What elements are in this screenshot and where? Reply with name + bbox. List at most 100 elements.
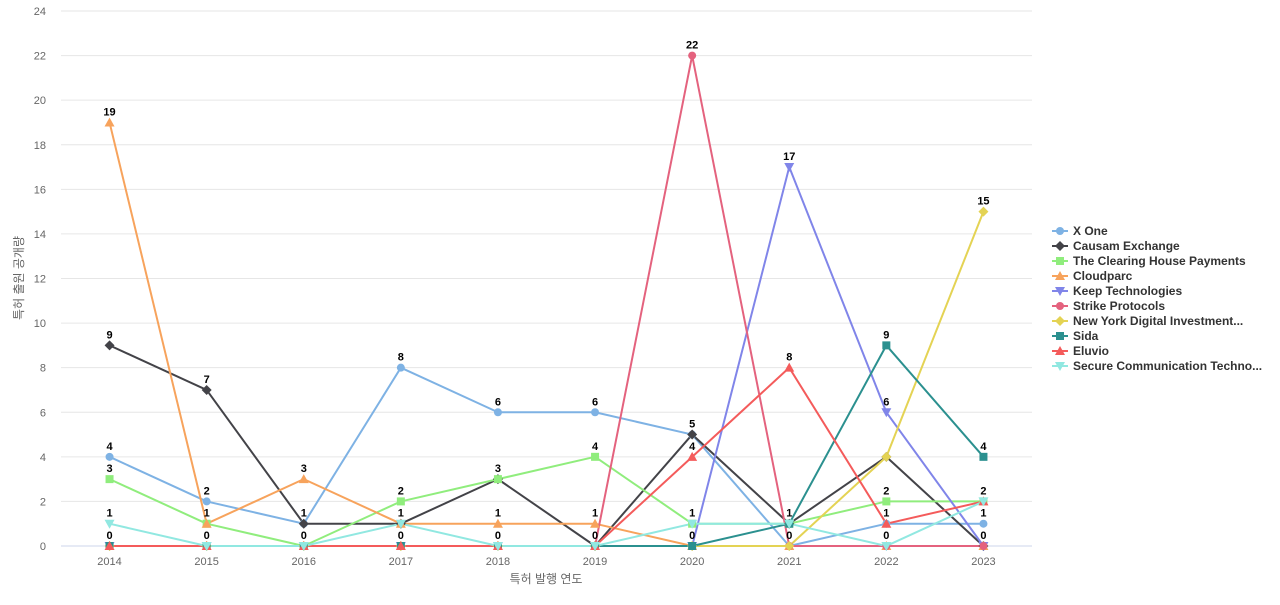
data-point <box>104 340 115 351</box>
legend-item[interactable]: The Clearing House Payments <box>1052 254 1246 268</box>
legend-label: Strike Protocols <box>1073 299 1165 313</box>
data-label: 2 <box>398 485 404 497</box>
x-tick-label: 2017 <box>389 556 413 568</box>
data-label: 9 <box>106 329 112 341</box>
legend-label: Eluvio <box>1073 344 1109 358</box>
data-point <box>978 497 989 507</box>
data-point <box>687 519 698 529</box>
data-point <box>105 452 114 461</box>
data-label: 22 <box>686 40 698 52</box>
data-point <box>979 542 988 550</box>
data-point <box>395 541 406 550</box>
legend-item[interactable]: Secure Communication Techno... <box>1052 359 1262 373</box>
data-point <box>978 206 989 217</box>
data-point <box>590 542 601 551</box>
data-point <box>395 519 406 529</box>
y-axis-title: 특허 출원 공개량 <box>12 236 26 320</box>
data-label: 1 <box>495 508 501 520</box>
x-tick-label: 2023 <box>971 556 995 568</box>
data-point <box>687 451 698 461</box>
data-point <box>784 163 795 173</box>
data-label: 5 <box>689 419 695 431</box>
legend-marker <box>1056 257 1064 265</box>
series-line <box>108 455 985 547</box>
data-label: 1 <box>106 508 112 520</box>
data-label: 1 <box>398 508 404 520</box>
data-point <box>201 518 212 528</box>
data-point <box>298 474 309 484</box>
legend-item[interactable]: Keep Technologies <box>1052 284 1182 298</box>
data-label: 7 <box>204 374 210 386</box>
legend-marker <box>1055 316 1065 326</box>
y-tick-label: 0 <box>40 541 46 553</box>
data-point <box>105 475 114 484</box>
data-point <box>979 519 988 528</box>
data-label: 4 <box>980 441 987 453</box>
data-point <box>492 518 503 528</box>
legend-label: Sida <box>1073 329 1099 343</box>
legend-item[interactable]: Eluvio <box>1052 344 1109 358</box>
series-markers <box>104 51 989 551</box>
data-label: 1 <box>883 508 889 520</box>
data-label: 1 <box>786 508 792 520</box>
data-point <box>396 497 405 506</box>
data-point <box>784 519 795 529</box>
data-label: 3 <box>106 463 112 475</box>
grid-lines <box>61 10 1032 547</box>
legend-label: Keep Technologies <box>1073 284 1182 298</box>
data-point <box>688 51 697 60</box>
data-point <box>688 542 697 550</box>
legend-marker <box>1055 346 1065 355</box>
y-tick-label: 12 <box>34 274 46 286</box>
data-label: 1 <box>204 508 210 520</box>
legend-label: Secure Communication Techno... <box>1073 359 1262 373</box>
data-point <box>201 542 212 551</box>
data-label: 2 <box>883 485 889 497</box>
x-tick-label: 2022 <box>874 556 898 568</box>
data-label: 0 <box>106 530 112 542</box>
data-label: 0 <box>398 530 404 542</box>
legend-item[interactable]: Causam Exchange <box>1052 239 1180 253</box>
data-label: 19 <box>103 106 115 118</box>
data-label: 1 <box>592 508 598 520</box>
data-label: 1 <box>301 508 307 520</box>
data-label: 4 <box>592 441 599 453</box>
data-label: 0 <box>883 530 889 542</box>
data-point <box>882 497 891 506</box>
x-tick-label: 2021 <box>777 556 801 568</box>
data-point <box>104 519 115 529</box>
x-tick-label: 2019 <box>583 556 607 568</box>
data-point <box>104 117 115 127</box>
series-line <box>108 344 985 547</box>
legend-item[interactable]: Sida <box>1052 329 1099 343</box>
series-line <box>108 500 985 547</box>
legend-item[interactable]: Strike Protocols <box>1052 299 1165 313</box>
y-tick-label: 20 <box>34 95 46 107</box>
data-label: 9 <box>883 329 889 341</box>
series-line <box>108 344 985 547</box>
legend-marker <box>1056 302 1064 310</box>
data-point <box>881 408 892 418</box>
data-label: 8 <box>786 352 792 364</box>
data-label: 0 <box>980 530 986 542</box>
y-tick-label: 10 <box>34 318 46 330</box>
legend-marker <box>1055 362 1065 371</box>
legend-item[interactable]: Cloudparc <box>1052 269 1133 283</box>
data-label: 6 <box>883 396 889 408</box>
legend-item[interactable]: X One <box>1052 224 1108 238</box>
data-label: 3 <box>495 463 501 475</box>
series-line <box>108 54 985 547</box>
x-tick-label: 2016 <box>292 556 316 568</box>
data-point <box>201 384 212 395</box>
data-label: 3 <box>301 463 307 475</box>
x-tick-label: 2014 <box>97 556 121 568</box>
data-label: 0 <box>301 530 307 542</box>
data-label: 0 <box>592 530 598 542</box>
data-point <box>104 541 115 550</box>
legend-item[interactable]: New York Digital Investment... <box>1052 314 1243 328</box>
y-tick-label: 8 <box>40 363 46 375</box>
legend-marker <box>1056 227 1064 235</box>
data-label: 1 <box>689 508 695 520</box>
